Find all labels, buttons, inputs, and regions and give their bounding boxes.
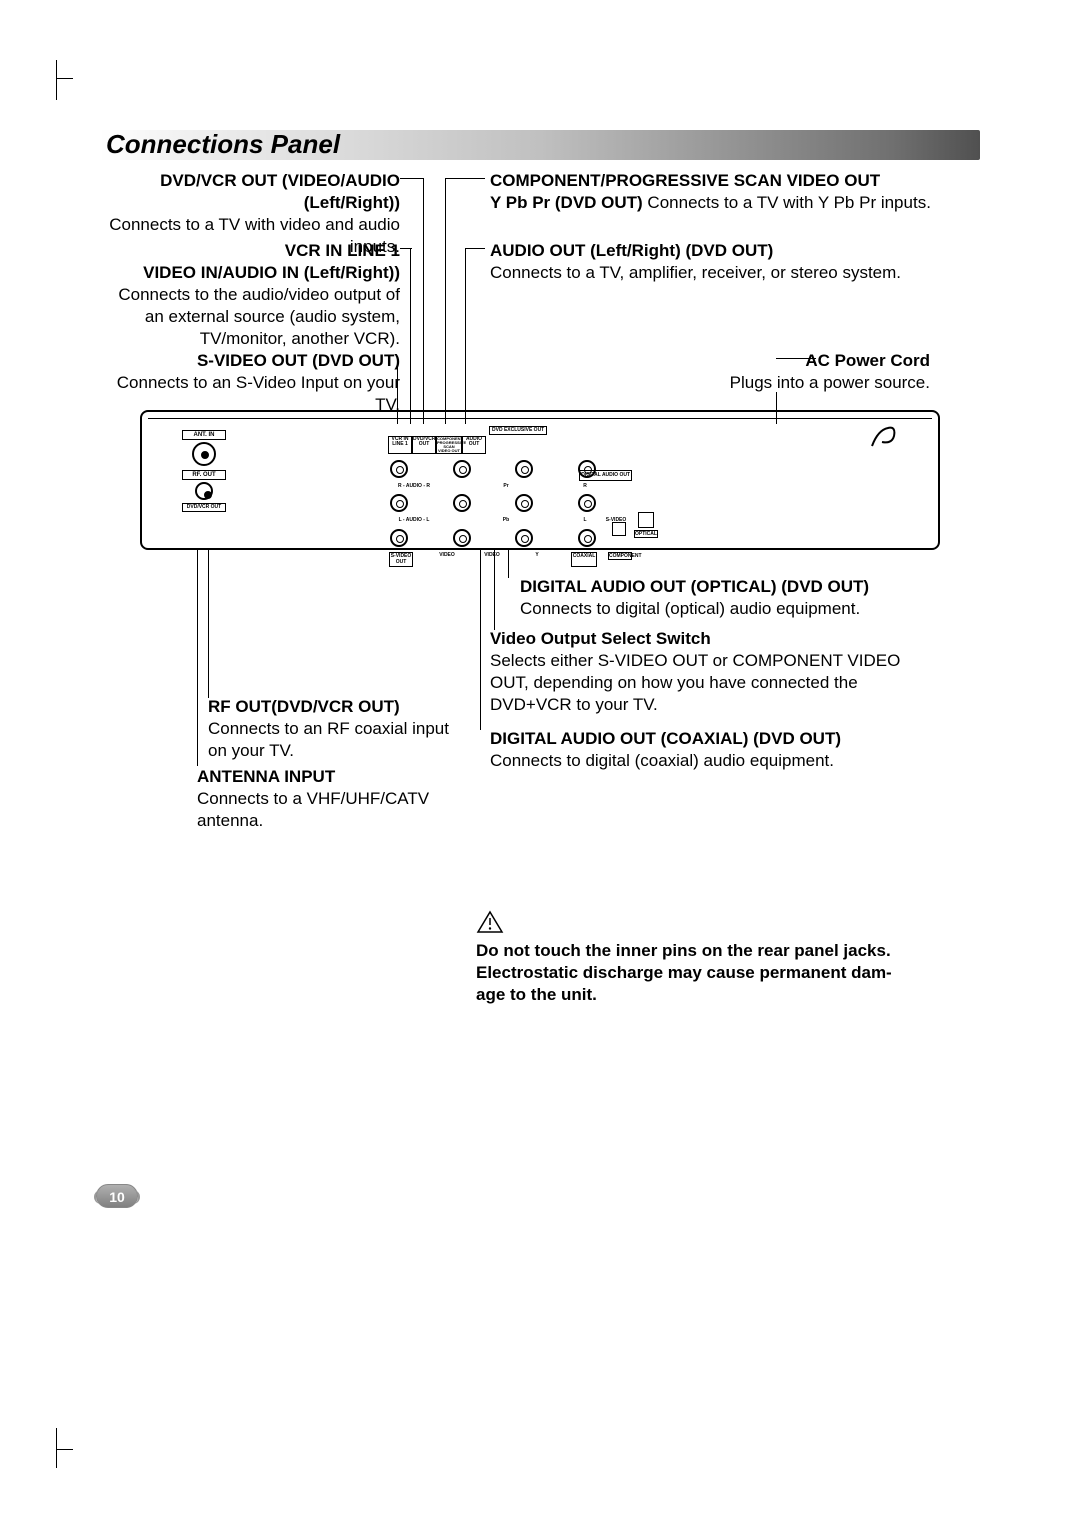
leader-line <box>400 248 412 249</box>
switch <box>612 522 626 536</box>
leader-line <box>508 550 509 578</box>
callout-digital-coaxial: DIGITAL AUDIO OUT (COAXIAL) (DVD OUT) Co… <box>490 728 910 772</box>
line: Electrostatic discharge may cause perman… <box>476 962 936 984</box>
label: DVD/VCR OUT <box>412 436 436 454</box>
heading2: VIDEO IN/AUDIO IN (Left/Right)) <box>100 262 400 284</box>
callout-antenna: ANTENNA INPUT Connects to a VHF/UHF/CATV… <box>197 766 497 832</box>
leader-line <box>776 358 816 359</box>
body: Connects to a TV, amplifier, receiver, o… <box>490 262 950 284</box>
page-title: Connections Panel <box>106 128 340 162</box>
jack <box>578 529 596 547</box>
ant-in-jack <box>192 442 216 466</box>
label: Y <box>526 552 548 567</box>
line: Do not touch the inner pins on the rear … <box>476 940 936 962</box>
heading: ANTENNA INPUT <box>197 766 497 788</box>
heading: DVD/VCR OUT (VIDEO/AUDIO (Left/Right)) <box>100 170 400 214</box>
label: R - AUDIO - R <box>390 483 438 490</box>
label: Pb <box>495 517 517 524</box>
line: age to the unit. <box>476 984 936 1006</box>
leader-line <box>445 178 485 179</box>
page-number-badge: 10 <box>96 1184 138 1208</box>
optical-jack <box>638 512 654 528</box>
leader-line <box>465 248 485 249</box>
jack <box>578 494 596 512</box>
leader-line <box>410 248 411 424</box>
warning-text: Do not touch the inner pins on the rear … <box>476 940 936 1006</box>
heading: RF OUT(DVD/VCR OUT) <box>208 696 468 718</box>
callout-component-out: COMPONENT/PROGRESSIVE SCAN VIDEO OUT Y P… <box>490 170 950 214</box>
jack <box>453 460 471 478</box>
body: Plugs into a power source. <box>490 372 930 394</box>
heading: DIGITAL AUDIO OUT (OPTICAL) (DVD OUT) <box>520 576 940 598</box>
main-jack-grid: DVD EXCLUSIVE OUT VCR IN LINE 1 DVD/VCR … <box>388 426 598 538</box>
leader-line <box>465 248 466 424</box>
heading: COMPONENT/PROGRESSIVE SCAN VIDEO OUT <box>490 170 950 192</box>
label: COMPONENT PROGRESSIVE SCAN VIDEO OUT <box>436 436 462 454</box>
leader-line <box>480 550 481 730</box>
label: L - AUDIO - L <box>390 517 438 524</box>
heading: S-VIDEO OUT (DVD OUT) <box>100 350 400 372</box>
callout-audio-out: AUDIO OUT (Left/Right) (DVD OUT) Connect… <box>490 240 950 284</box>
heading: VCR IN LINE 1 <box>100 240 400 262</box>
label: VIDEO <box>481 552 503 567</box>
warning-icon <box>476 910 504 934</box>
body: Connects to a VHF/UHF/CATV antenna. <box>197 788 497 832</box>
body: Connects to digital (coaxial) audio equi… <box>490 750 910 772</box>
rear-panel-diagram: ANT. IN RF. OUT DVD/VCR OUT DVD EXCLUSIV… <box>140 410 940 550</box>
crop-mark <box>56 1428 76 1468</box>
label: Pr <box>495 483 517 490</box>
heading: Video Output Select Switch <box>490 628 910 650</box>
callout-video-select: Video Output Select Switch Selects eithe… <box>490 628 910 716</box>
leader-line <box>494 550 495 630</box>
label: DIGITAL AUDIO OUT <box>579 470 632 481</box>
callout-rf-out: RF OUT(DVD/VCR OUT) Connects to an RF co… <box>208 696 468 762</box>
heading: DIGITAL AUDIO OUT (COAXIAL) (DVD OUT) <box>490 728 910 750</box>
jack <box>515 494 533 512</box>
body: Connects to the audio/video output of an… <box>100 284 400 350</box>
body: Y Pb Pr (DVD OUT) Connects to a TV with … <box>490 192 950 214</box>
label: R <box>574 483 596 490</box>
label: VCR IN LINE 1 <box>388 436 412 454</box>
leader-line <box>423 178 424 424</box>
optical-block: OPTICAL <box>634 512 658 539</box>
jack <box>515 529 533 547</box>
label: RF. OUT <box>185 472 223 478</box>
leader-line <box>197 550 198 766</box>
jack <box>515 460 533 478</box>
antenna-rf-block: ANT. IN RF. OUT DVD/VCR OUT <box>182 430 226 530</box>
callout-digital-optical: DIGITAL AUDIO OUT (OPTICAL) (DVD OUT) Co… <box>520 576 940 620</box>
body: Connects to digital (optical) audio equi… <box>520 598 940 620</box>
jack <box>453 529 471 547</box>
heading: AC Power Cord <box>490 350 930 372</box>
label: AUDIO OUT <box>462 436 486 454</box>
leader-line <box>400 178 424 179</box>
rf-out-jack <box>195 482 213 500</box>
label: COMPONENT <box>608 552 632 561</box>
label: L <box>574 517 596 524</box>
jack <box>390 460 408 478</box>
jack <box>390 494 408 512</box>
leader-line <box>445 178 446 424</box>
label: DVD EXCLUSIVE OUT <box>489 426 547 435</box>
heading: AUDIO OUT (Left/Right) (DVD OUT) <box>490 240 950 262</box>
label: DVD/VCR OUT <box>184 505 224 510</box>
body: Selects either S-VIDEO OUT or COMPONENT … <box>490 650 910 716</box>
svideo-jack <box>390 529 408 547</box>
ac-power-cord-icon <box>868 420 898 450</box>
label: ANT. IN <box>185 432 223 438</box>
crop-mark <box>56 60 76 100</box>
jack <box>453 494 471 512</box>
callout-ac-power: AC Power Cord Plugs into a power source. <box>490 350 930 394</box>
leader-line <box>208 550 209 698</box>
label: OPTICAL <box>634 530 658 539</box>
label: COAXIAL <box>571 552 597 567</box>
label: VIDEO <box>436 552 458 567</box>
callout-svideo-out: S-VIDEO OUT (DVD OUT) Connects to an S-V… <box>100 350 400 416</box>
callout-vcr-in-line1: VCR IN LINE 1 VIDEO IN/AUDIO IN (Left/Ri… <box>100 240 400 350</box>
body-prefix: Y Pb Pr (DVD OUT) <box>490 193 643 212</box>
body: Connects to an RF coaxial input on your … <box>208 718 468 762</box>
label: S-VIDEO OUT <box>389 552 413 567</box>
